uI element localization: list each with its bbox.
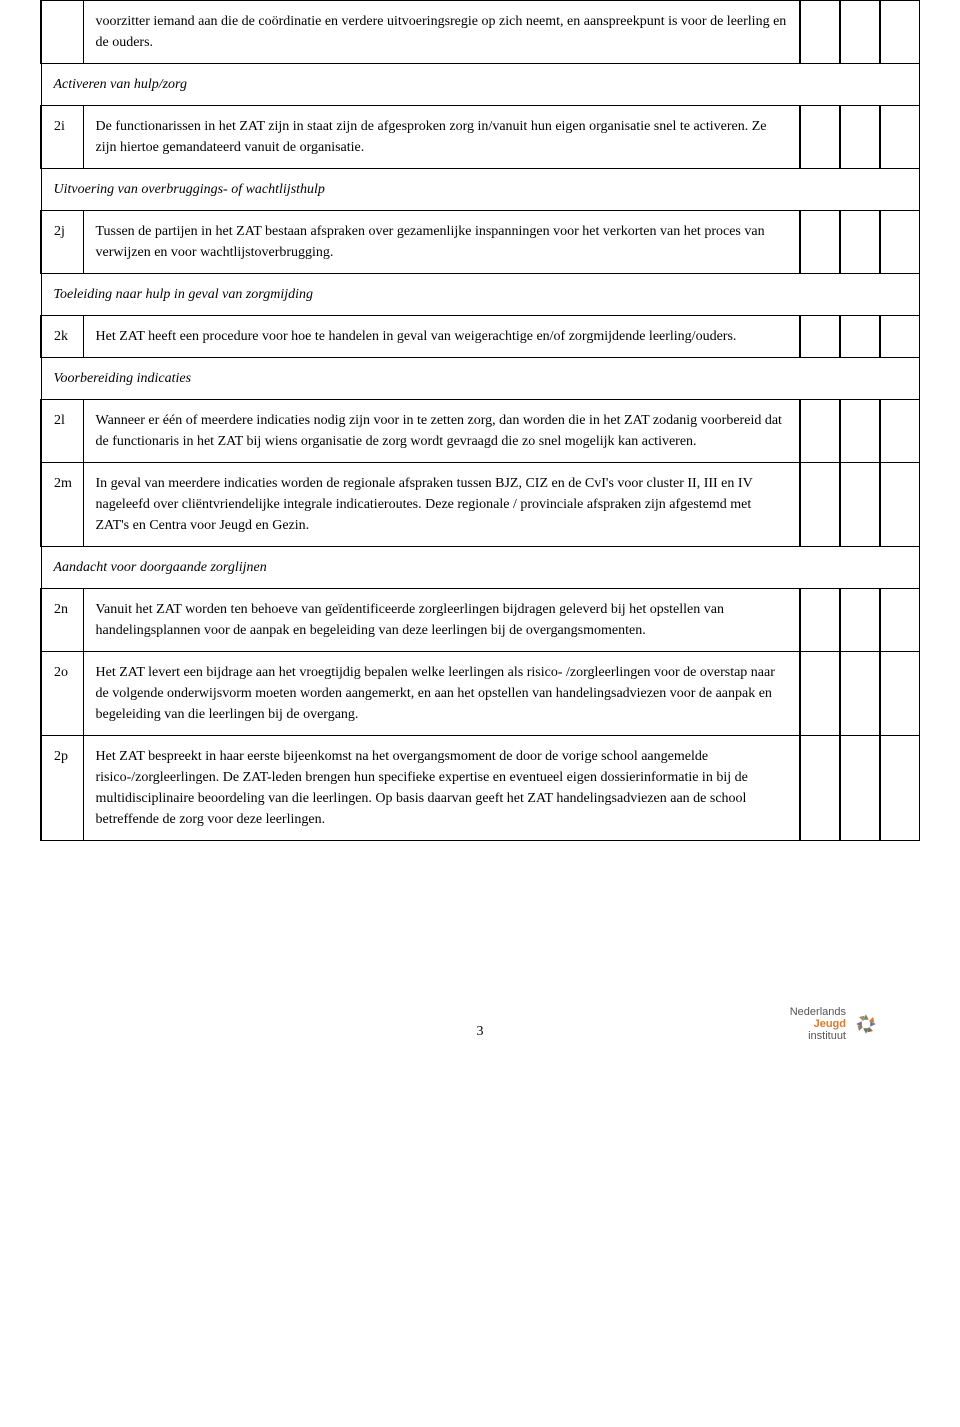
check-cell[interactable] [840,211,880,274]
row-text: In geval van meerdere indicaties worden … [83,463,800,547]
section-header-row: Voorbereiding indicaties [41,358,920,400]
row-id: 2o [41,652,83,736]
check-cell[interactable] [800,463,840,547]
check-cell[interactable] [800,211,840,274]
check-cell[interactable] [880,463,920,547]
check-cell[interactable] [800,652,840,736]
table-row: 2jTussen de partijen in het ZAT bestaan … [41,211,920,274]
row-text: Tussen de partijen in het ZAT bestaan af… [83,211,800,274]
check-cell[interactable] [840,463,880,547]
row-text: voorzitter iemand aan die de coördinatie… [83,1,800,64]
table-row: 2pHet ZAT bespreekt in haar eerste bijee… [41,736,920,841]
check-cell[interactable] [840,589,880,652]
logo-icon [852,1010,880,1038]
table-row: 2kHet ZAT heeft een procedure voor hoe t… [41,316,920,358]
check-cell[interactable] [880,1,920,64]
check-cell[interactable] [880,400,920,463]
check-cell[interactable] [800,589,840,652]
table-row: 2oHet ZAT levert een bijdrage aan het vr… [41,652,920,736]
table-row: 2lWanneer er één of meerdere indicaties … [41,400,920,463]
section-header-row: Toeleiding naar hulp in geval van zorgmi… [41,274,920,316]
check-cell[interactable] [800,1,840,64]
section-label: Activeren van hulp/zorg [41,64,920,106]
table-row: 2nVanuit het ZAT worden ten behoeve van … [41,589,920,652]
check-cell[interactable] [880,316,920,358]
row-text: Het ZAT levert een bijdrage aan het vroe… [83,652,800,736]
row-text: Het ZAT bespreekt in haar eerste bijeenk… [83,736,800,841]
row-text: Vanuit het ZAT worden ten behoeve van ge… [83,589,800,652]
row-text: Het ZAT heeft een procedure voor hoe te … [83,316,800,358]
logo-text: Nederlands Jeugd instituut [790,1006,846,1042]
document-page: voorzitter iemand aan die de coördinatie… [0,0,960,1082]
check-cell[interactable] [840,400,880,463]
page-footer: 3 Nederlands Jeugd instituut [40,1021,920,1042]
row-id: 2n [41,589,83,652]
row-id: 2m [41,463,83,547]
section-header-row: Aandacht voor doorgaande zorglijnen [41,547,920,589]
row-id: 2i [41,106,83,169]
criteria-table: voorzitter iemand aan die de coördinatie… [40,0,920,841]
row-id: 2l [41,400,83,463]
check-cell[interactable] [880,106,920,169]
check-cell[interactable] [840,316,880,358]
check-cell[interactable] [880,736,920,841]
check-cell[interactable] [880,652,920,736]
logo: Nederlands Jeugd instituut [790,1006,880,1042]
section-header-row: Activeren van hulp/zorg [41,64,920,106]
table-row: 2iDe functionarissen in het ZAT zijn in … [41,106,920,169]
row-text: Wanneer er één of meerdere indicaties no… [83,400,800,463]
check-cell[interactable] [800,736,840,841]
check-cell[interactable] [840,106,880,169]
section-label: Toeleiding naar hulp in geval van zorgmi… [41,274,920,316]
check-cell[interactable] [880,211,920,274]
row-id: 2k [41,316,83,358]
row-text: De functionarissen in het ZAT zijn in st… [83,106,800,169]
row-id [41,1,83,64]
row-id: 2j [41,211,83,274]
row-id: 2p [41,736,83,841]
check-cell[interactable] [800,316,840,358]
page-number: 3 [477,1024,484,1039]
check-cell[interactable] [840,1,880,64]
check-cell[interactable] [840,736,880,841]
table-row: 2mIn geval van meerdere indicaties worde… [41,463,920,547]
check-cell[interactable] [800,106,840,169]
check-cell[interactable] [800,400,840,463]
table-row: voorzitter iemand aan die de coördinatie… [41,1,920,64]
section-label: Uitvoering van overbruggings- of wachtli… [41,169,920,211]
section-header-row: Uitvoering van overbruggings- of wachtli… [41,169,920,211]
check-cell[interactable] [880,589,920,652]
check-cell[interactable] [840,652,880,736]
section-label: Aandacht voor doorgaande zorglijnen [41,547,920,589]
section-label: Voorbereiding indicaties [41,358,920,400]
